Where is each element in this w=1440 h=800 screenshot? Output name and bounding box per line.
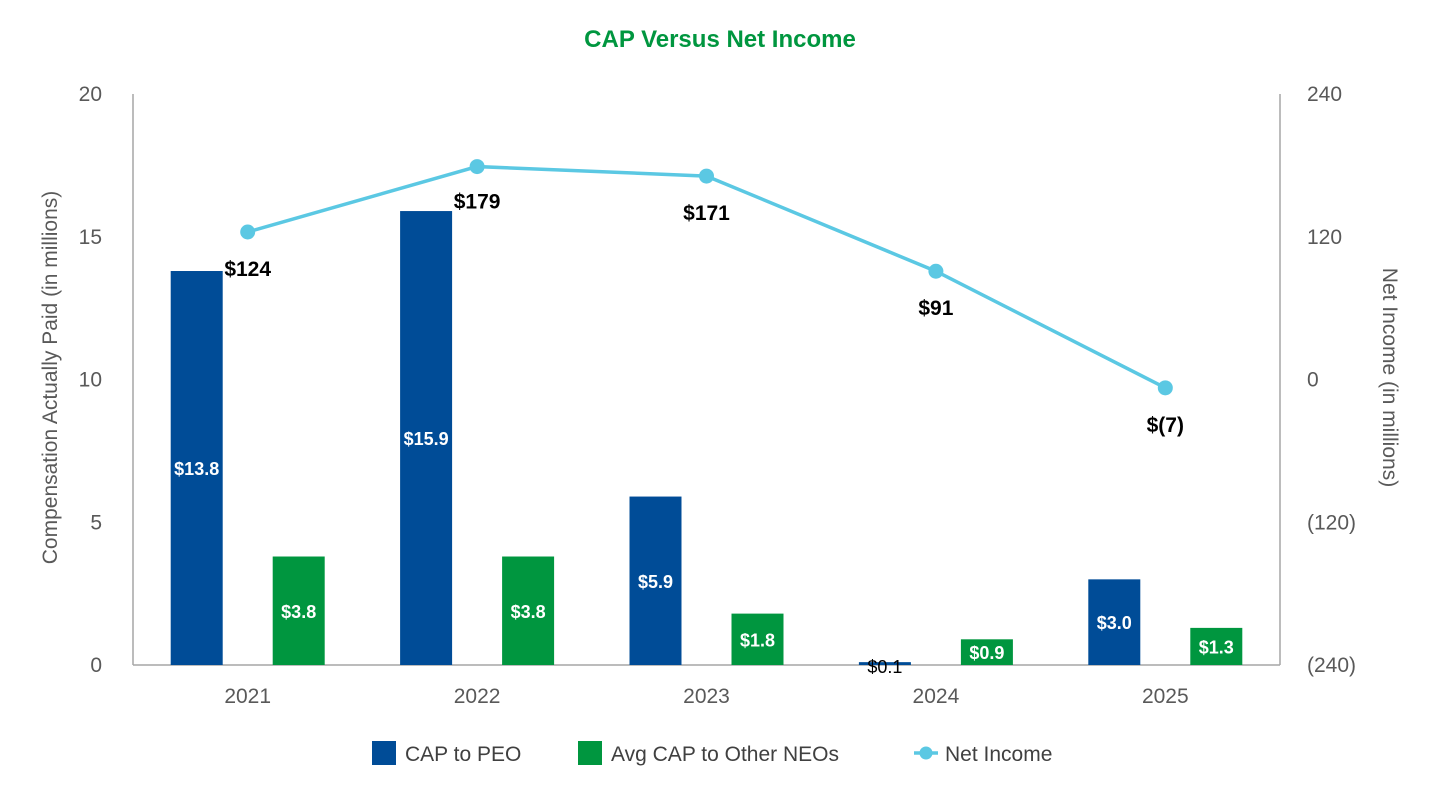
y2-tick-label-2: 0 xyxy=(1307,369,1319,392)
net-income-point-2025 xyxy=(1157,380,1173,396)
y-tick-label-0: 0 xyxy=(90,654,102,677)
y2-tick-label-4: 240 xyxy=(1307,83,1342,106)
x-tick-label-2022: 2022 xyxy=(454,685,501,708)
legend-swatch-cap-to-peo xyxy=(372,741,396,765)
net-income-label-2024: $91 xyxy=(918,297,953,320)
y-tick-label-15: 15 xyxy=(79,226,102,249)
net-income-label-2025: $(7) xyxy=(1147,414,1184,437)
bar-label-cap-to-peo-2022: $15.9 xyxy=(404,429,449,449)
net-income-line xyxy=(247,164,1167,390)
legend-label-cap-to-peo: CAP to PEO xyxy=(405,743,521,766)
bar-label-avg-cap-to-other-neos-2025: $1.3 xyxy=(1199,637,1234,657)
bar-label-cap-to-peo-2024: $0.1 xyxy=(867,657,902,677)
bar-cap-to-peo-2021 xyxy=(170,271,223,665)
legend-label-net-income: Net Income xyxy=(945,743,1052,766)
bar-label-cap-to-peo-2025: $3.0 xyxy=(1097,613,1132,633)
y-tick-label-10: 10 xyxy=(79,369,102,392)
x-tick-label-2023: 2023 xyxy=(683,685,730,708)
bar-cap-to-peo-2022 xyxy=(400,211,453,665)
y2-axis-title: Net Income (in millions) xyxy=(1378,268,1401,487)
bar-avg-cap-to-other-neos-2023 xyxy=(731,613,784,665)
net-income-point-2022 xyxy=(469,159,485,175)
x-tick-label-2021: 2021 xyxy=(224,685,271,708)
legend-label-avg-cap-to-other-neos: Avg CAP to Other NEOs xyxy=(611,743,839,766)
bar-cap-to-peo-2023 xyxy=(629,496,682,665)
y-tick-label-5: 5 xyxy=(90,511,102,534)
net-income-point-2023 xyxy=(699,168,714,184)
bar-avg-cap-to-other-neos-2022 xyxy=(502,556,555,665)
bar-avg-cap-to-other-neos-2021 xyxy=(272,556,325,665)
net-income-point-2024 xyxy=(928,263,944,279)
bar-avg-cap-to-other-neos-2025 xyxy=(1190,627,1243,665)
y2-tick-label-0: (240) xyxy=(1307,654,1356,677)
y2-tick-label-3: 120 xyxy=(1307,226,1342,249)
bar-label-avg-cap-to-other-neos-2022: $3.8 xyxy=(511,602,546,622)
bar-cap-to-peo-2024 xyxy=(858,662,911,665)
x-tick-label-2024: 2024 xyxy=(913,685,960,708)
y-tick-label-20: 20 xyxy=(79,83,102,106)
y-axis-title: Compensation Actually Paid (in millions) xyxy=(39,191,62,565)
net-income-label-2021: $124 xyxy=(224,258,271,281)
x-tick-label-2025: 2025 xyxy=(1142,685,1189,708)
bar-label-cap-to-peo-2021: $13.8 xyxy=(174,459,219,479)
net-income-label-2023: $171 xyxy=(683,202,730,225)
bar-label-avg-cap-to-other-neos-2023: $1.8 xyxy=(740,630,775,650)
bar-avg-cap-to-other-neos-2024 xyxy=(960,639,1013,665)
bar-label-avg-cap-to-other-neos-2024: $0.9 xyxy=(969,643,1004,663)
bar-label-cap-to-peo-2023: $5.9 xyxy=(638,572,673,592)
legend-swatch-avg-cap-to-other-neos xyxy=(578,741,602,765)
y2-tick-label-1: (120) xyxy=(1307,511,1356,534)
chart-title: CAP Versus Net Income xyxy=(584,26,856,53)
net-income-point-2021 xyxy=(240,224,256,240)
bar-label-avg-cap-to-other-neos-2021: $3.8 xyxy=(281,602,316,622)
net-income-label-2022: $179 xyxy=(454,191,501,214)
bar-cap-to-peo-2025 xyxy=(1088,579,1141,665)
legend-marker-net-income xyxy=(919,746,933,760)
